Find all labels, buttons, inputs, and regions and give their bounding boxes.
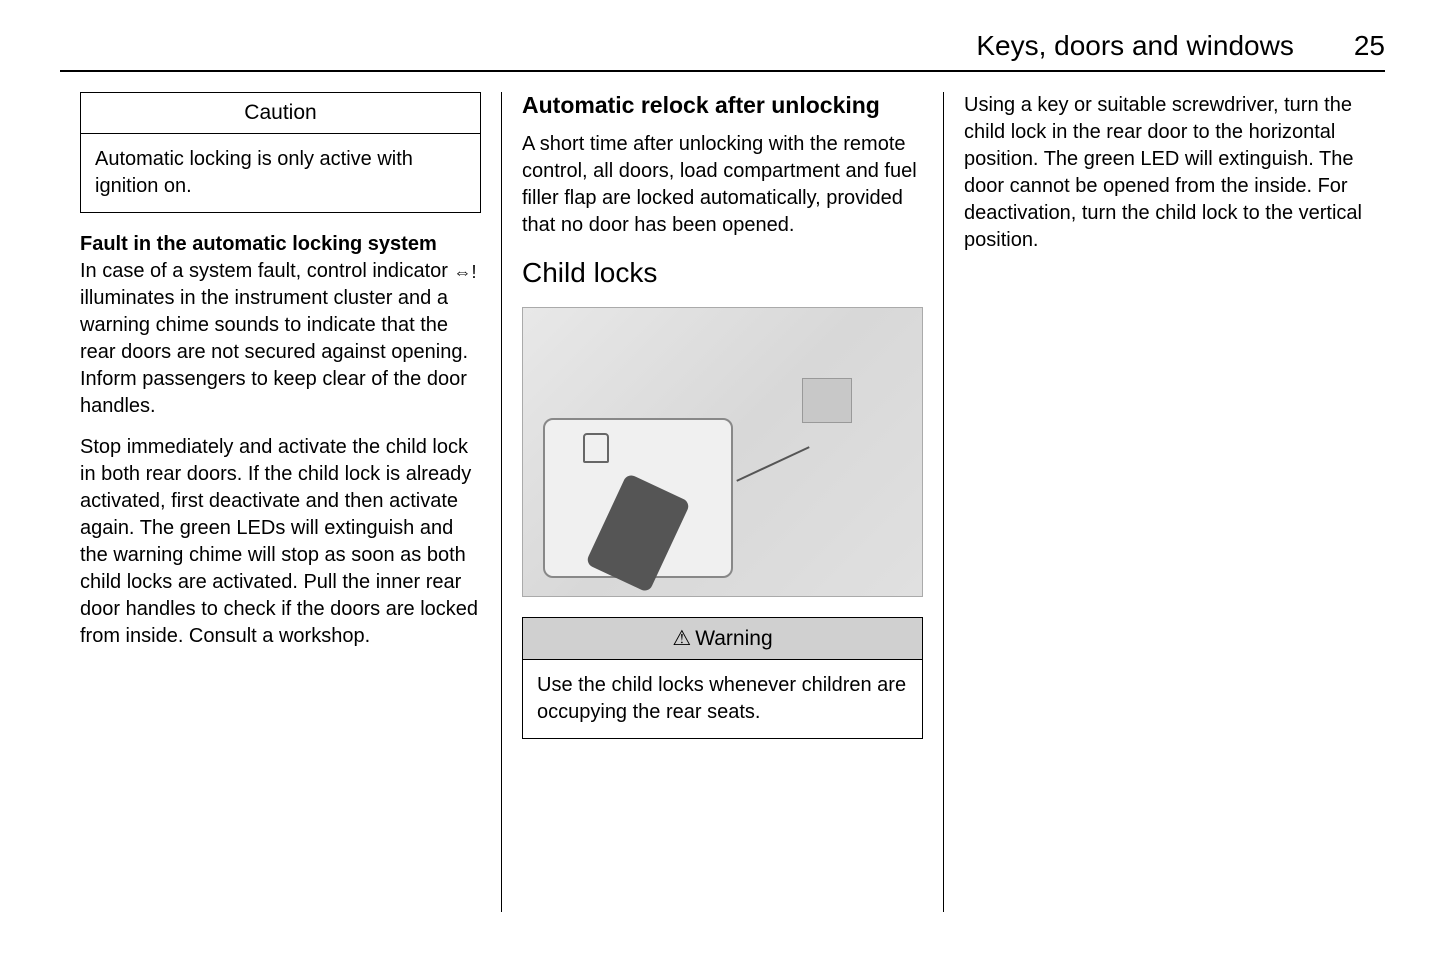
relock-heading: Automatic relock after unlocking [522, 92, 923, 119]
callout-line-icon [736, 446, 809, 482]
warning-body: Use the child locks whenever children ar… [523, 660, 922, 738]
lock-icon [583, 433, 609, 463]
column-2: Automatic relock after unlocking A short… [502, 92, 944, 912]
fault-heading: Fault in the automatic locking system [80, 233, 437, 255]
fault-paragraph-1: Fault in the automatic locking system In… [80, 231, 481, 420]
child-lock-instructions: Using a key or suitable screwdriver, tur… [964, 92, 1365, 254]
relock-body: A short time after unlocking with the re… [522, 131, 923, 239]
door-ajar-indicator-icon: ⇔! [454, 260, 477, 284]
fault-paragraph-2: Stop immediately and activate the child … [80, 434, 481, 650]
warning-box: ⚠Warning Use the child locks whenever ch… [522, 617, 923, 739]
column-1: Caution Automatic locking is only active… [60, 92, 502, 912]
page-number: 25 [1354, 30, 1385, 62]
child-locks-heading: Child locks [522, 257, 923, 289]
warning-title-text: Warning [695, 627, 772, 650]
section-title: Keys, doors and windows [976, 30, 1294, 62]
warning-title: ⚠Warning [523, 618, 922, 660]
caution-body: Automatic locking is only active with ig… [81, 134, 480, 212]
content-columns: Caution Automatic locking is only active… [60, 92, 1385, 912]
door-latch-icon [802, 378, 852, 423]
page-header: Keys, doors and windows 25 [60, 30, 1385, 72]
warning-triangle-icon: ⚠ [672, 626, 691, 651]
fault-text-b: illuminates in the instrument cluster an… [80, 287, 468, 417]
caution-title: Caution [81, 93, 480, 134]
caution-box: Caution Automatic locking is only active… [80, 92, 481, 213]
column-3: Using a key or suitable screwdriver, tur… [944, 92, 1385, 912]
fault-text-a: In case of a system fault, control indic… [80, 260, 454, 282]
child-lock-figure [522, 307, 923, 597]
